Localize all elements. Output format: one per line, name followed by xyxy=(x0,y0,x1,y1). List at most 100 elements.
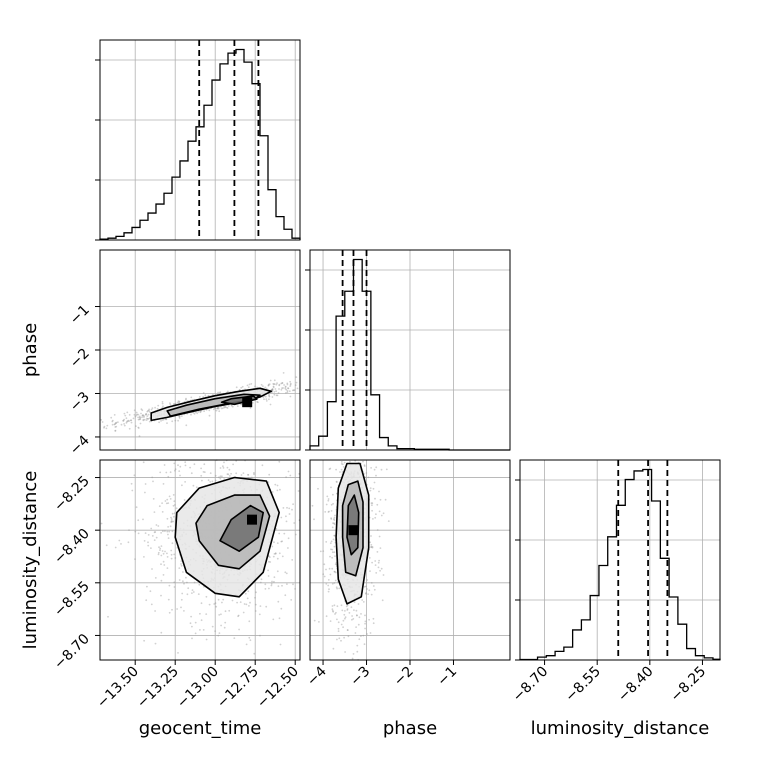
panel-phase-vs-luminosity_distance-sample-point xyxy=(333,551,336,554)
panel-phase-vs-luminosity_distance-sample-point xyxy=(342,466,345,468)
panel-geocent_time-vs-luminosity_distance-sample-point xyxy=(200,619,203,622)
panel-geocent_time-vs-phase-sample-point xyxy=(249,407,252,409)
panel-geocent_time-vs-luminosity_distance-sample-point xyxy=(142,518,144,521)
panel-phase-vs-luminosity_distance-sample-point xyxy=(363,643,366,646)
panel-phase-vs-luminosity_distance-sample-point xyxy=(319,550,322,553)
panel-geocent_time-vs-luminosity_distance-sample-point xyxy=(180,598,183,601)
panel-geocent_time-vs-phase-sample-point xyxy=(282,387,284,389)
panel-geocent_time-vs-luminosity_distance-sample-point xyxy=(189,622,192,625)
panel-geocent_time-vs-luminosity_distance-sample-point xyxy=(174,504,176,506)
panel-geocent_time-vs-phase-sample-point xyxy=(158,421,161,424)
panel-phase-vs-luminosity_distance-sample-point xyxy=(358,638,361,641)
panel-geocent_time-vs-phase-sample-point xyxy=(268,383,271,385)
panel-geocent_time-vs-phase-sample-point xyxy=(281,382,284,384)
panel-phase-vs-luminosity_distance-sample-point xyxy=(332,610,335,613)
panel-geocent_time-vs-luminosity_distance-sample-point xyxy=(158,546,160,549)
panel-geocent_time-vs-luminosity_distance-sample-point xyxy=(219,477,222,480)
panel-geocent_time-vs-luminosity_distance-sample-point xyxy=(145,599,148,602)
panel-geocent_time-vs-luminosity_distance-sample-point xyxy=(253,472,255,474)
panel-phase-vs-luminosity_distance-sample-point xyxy=(356,650,359,653)
panel-phase-vs-luminosity_distance-sample-point xyxy=(362,601,365,603)
panel-geocent_time-vs-luminosity_distance-sample-point xyxy=(233,637,236,639)
panel-geocent_time-vs-luminosity_distance-sample-point xyxy=(137,532,140,535)
panel-phase-vs-luminosity_distance-sample-point xyxy=(337,630,340,632)
panel-geocent_time-vs-phase-sample-point xyxy=(115,422,117,424)
panel-phase-vs-luminosity_distance-sample-point xyxy=(337,627,340,630)
panel-geocent_time-vs-phase-sample-point xyxy=(185,397,187,400)
panel-geocent_time-vs-phase-sample-point xyxy=(173,403,176,405)
panel-phase-vs-luminosity_distance-sample-point xyxy=(334,571,337,574)
panel-geocent_time-vs-luminosity_distance-sample-point xyxy=(260,578,263,581)
xtick-label-phase-3: −1 xyxy=(434,664,460,690)
panel-phase-vs-luminosity_distance-sample-point xyxy=(378,510,381,513)
panel-geocent_time-vs-luminosity_distance-sample-point xyxy=(158,505,161,508)
panel-phase-vs-luminosity_distance-sample-point xyxy=(380,468,383,471)
panel-phase-vs-luminosity_distance-sample-point xyxy=(376,503,379,506)
panel-geocent_time-vs-luminosity_distance-sample-point xyxy=(157,525,160,527)
panel-geocent_time-vs-phase-sample-point xyxy=(268,395,271,398)
panel-geocent_time-vs-luminosity_distance-sample-point xyxy=(208,603,211,606)
panel-geocent_time-vs-phase-sample-point xyxy=(265,387,268,390)
panel-geocent_time-vs-luminosity_distance-sample-point xyxy=(180,564,183,567)
panel-geocent_time-vs-luminosity_distance-sample-point xyxy=(186,593,189,596)
panel-geocent_time-vs-luminosity_distance-sample-point xyxy=(268,556,271,558)
panel-geocent_time-vs-luminosity_distance-sample-point xyxy=(166,567,169,569)
panel-geocent_time-vs-luminosity_distance-sample-point xyxy=(279,643,282,646)
panel-geocent_time-vs-phase-sample-point xyxy=(130,421,133,424)
panel-geocent_time-vs-luminosity_distance-sample-point xyxy=(127,541,130,544)
panel-phase-vs-luminosity_distance-sample-point xyxy=(355,609,358,612)
panel-geocent_time-vs-luminosity_distance-sample-point xyxy=(217,598,220,601)
panel-phase-vs-luminosity_distance-sample-point xyxy=(329,467,332,470)
panel-geocent_time-vs-phase-sample-point xyxy=(136,413,139,416)
panel-phase-vs-luminosity_distance-sample-point xyxy=(332,518,335,520)
panel-phase-vs-luminosity_distance-sample-point xyxy=(331,526,334,529)
panel-geocent_time-vs-luminosity_distance-sample-point xyxy=(287,470,290,473)
panel-geocent_time-vs-luminosity_distance-sample-point xyxy=(159,549,161,551)
panel-geocent_time-vs-phase-sample-point xyxy=(287,387,289,390)
panel-geocent_time-vs-phase-sample-point xyxy=(174,419,177,422)
panel-geocent_time-vs-luminosity_distance-sample-point xyxy=(184,481,187,483)
panel-geocent_time-vs-luminosity_distance-sample-point xyxy=(237,614,240,617)
panel-geocent_time-vs-phase-sample-point xyxy=(111,423,114,426)
panel-geocent_time-vs-luminosity_distance-sample-point xyxy=(290,599,293,601)
ytick-label-luminosity_distance-3: −8.25 xyxy=(51,473,93,515)
panel-phase-vs-luminosity_distance-sample-point xyxy=(374,560,377,562)
panel-geocent_time-vs-phase-sample-point xyxy=(282,372,285,374)
panel-geocent_time-vs-luminosity_distance-sample-point xyxy=(151,568,153,570)
panel-geocent_time-vs-luminosity_distance-sample-point xyxy=(118,539,121,542)
panel-geocent_time-vs-phase-sample-point xyxy=(144,413,147,416)
panel-geocent_time-vs-phase-sample-point xyxy=(135,425,137,427)
panel-geocent_time-vs-phase-sample-point xyxy=(138,435,141,438)
panel-geocent_time-vs-phase-sample-point xyxy=(220,407,223,410)
panel-geocent_time-vs-luminosity_distance-sample-point xyxy=(200,602,203,605)
panel-geocent_time-vs-luminosity_distance-sample-point xyxy=(166,517,169,520)
panel-geocent_time-vs-luminosity_distance-sample-point xyxy=(203,463,206,466)
panel-geocent_time-vs-luminosity_distance-sample-point xyxy=(294,588,296,590)
panel-phase-vs-luminosity_distance-sample-point xyxy=(370,593,373,596)
panel-geocent_time-vs-phase-sample-point xyxy=(139,422,142,425)
panel-geocent_time-vs-luminosity_distance-sample-point xyxy=(190,472,193,475)
panel-geocent_time-vs-phase-sample-point xyxy=(286,391,289,394)
panel-geocent_time-vs-luminosity_distance-sample-point xyxy=(272,555,275,558)
panel-geocent_time-vs-phase-sample-point xyxy=(100,419,103,421)
panel-geocent_time-vs-luminosity_distance-sample-point xyxy=(143,556,145,558)
panel-phase-vs-luminosity_distance-sample-point xyxy=(357,623,360,626)
panel-phase-vs-luminosity_distance-sample-point xyxy=(379,569,381,572)
panel-geocent_time-vs-luminosity_distance-sample-point xyxy=(248,636,251,639)
panel-geocent_time-vs-luminosity_distance-sample-point xyxy=(274,483,277,486)
panel-geocent_time-vs-phase-sample-point xyxy=(190,396,193,399)
panel-geocent_time-vs-phase-sample-point xyxy=(256,401,258,403)
panel-phase-vs-luminosity_distance-sample-point xyxy=(329,555,331,558)
panel-geocent_time-vs-luminosity_distance-sample-point xyxy=(192,591,195,593)
panel-phase-vs-luminosity_distance-sample-point xyxy=(365,592,367,594)
panel-geocent_time-vs-luminosity_distance-sample-point xyxy=(285,520,288,523)
panel-geocent_time-vs-phase-sample-point xyxy=(276,382,278,385)
xaxis-title-geocent_time: geocent_time xyxy=(139,718,262,739)
panel-phase-vs-luminosity_distance-sample-point xyxy=(330,510,333,512)
panel-geocent_time-vs-phase-sample-point xyxy=(162,405,164,408)
panel-geocent_time-vs-luminosity_distance-sample-point xyxy=(254,610,257,612)
panel-geocent_time-vs-phase-sample-point xyxy=(178,417,181,419)
panel-geocent_time-vs-luminosity_distance-sample-point xyxy=(179,474,181,477)
panel-geocent_time-vs-luminosity_distance-sample-point xyxy=(171,608,173,611)
panel-geocent_time-vs-phase-sample-point xyxy=(171,420,174,423)
